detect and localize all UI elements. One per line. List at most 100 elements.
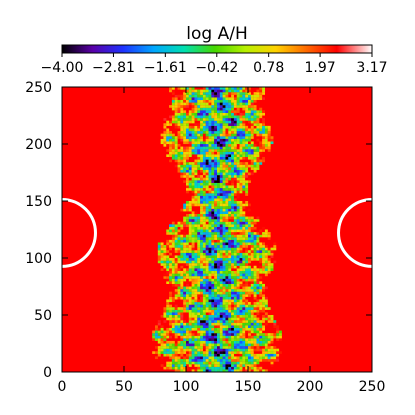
heatmap-cell (200, 309, 203, 313)
heatmap-cell (222, 105, 226, 108)
heatmap-cell (177, 164, 181, 168)
heatmap-cell (188, 247, 192, 251)
heatmap-cell (166, 265, 170, 269)
heatmap-cell (200, 364, 203, 367)
heatmap-cell (166, 309, 170, 313)
heatmap-cell (171, 340, 175, 344)
heatmap-cell (186, 221, 189, 225)
heatmap-cell (245, 294, 249, 297)
heatmap-cell (217, 177, 220, 181)
heatmap-cell (270, 364, 274, 367)
heatmap-cell (205, 289, 209, 292)
heatmap-cell (197, 229, 201, 233)
heatmap-cell (245, 286, 249, 290)
heatmap-cell (169, 320, 172, 323)
heatmap-cell (233, 278, 237, 282)
heatmap-cell (177, 289, 181, 292)
heatmap-cell (267, 258, 271, 261)
heatmap-cell (211, 131, 215, 134)
heatmap-cell (183, 250, 187, 253)
heatmap-cell (239, 92, 243, 95)
heatmap-cell (194, 185, 198, 189)
heatmap-cell (236, 188, 240, 191)
heatmap-cell (228, 120, 232, 124)
heatmap-cell (245, 268, 249, 272)
heatmap-cell (166, 232, 170, 235)
heatmap-cell (239, 340, 243, 344)
heatmap-cell (239, 177, 243, 181)
heatmap-cell (245, 364, 249, 367)
heatmap-cell (169, 273, 172, 277)
heatmap-cell (225, 346, 229, 349)
heatmap-cell (259, 286, 263, 290)
heatmap-cell (239, 216, 243, 220)
heatmap-cell (202, 356, 206, 360)
heatmap-cell (205, 94, 209, 98)
heatmap-cell (166, 281, 170, 284)
heatmap-cell (208, 346, 212, 349)
heatmap-cell (217, 320, 220, 323)
heatmap-cell (177, 136, 181, 139)
heatmap-cell (248, 320, 251, 323)
heatmap-cell (191, 112, 195, 116)
heatmap-cell (163, 125, 167, 129)
heatmap-cell (191, 141, 195, 145)
heatmap-cell (225, 242, 229, 246)
heatmap-cell (262, 110, 265, 113)
heatmap-cell (225, 270, 229, 274)
heatmap-cell (231, 364, 234, 367)
heatmap-cell (191, 250, 195, 253)
heatmap-cell (180, 286, 184, 290)
heatmap-cell (239, 190, 243, 194)
heatmap-cell (217, 198, 220, 202)
heatmap-cell (245, 201, 249, 204)
y-tick-label: 100 (25, 251, 52, 267)
heatmap-cell (276, 359, 280, 362)
heatmap-cell (256, 317, 260, 321)
heatmap-cell (242, 203, 246, 207)
heatmap-cell (228, 224, 232, 227)
heatmap-cell (171, 359, 175, 362)
heatmap-cell (256, 369, 260, 372)
heatmap-cell (259, 92, 263, 95)
heatmap-cell (239, 299, 243, 303)
heatmap-cell (191, 131, 195, 134)
heatmap-cell (208, 289, 212, 292)
heatmap-cell (256, 123, 260, 126)
colorbar-ticks: −4.00 −2.81 −1.61 −0.42 0.78 1.97 3.17 (41, 53, 388, 76)
heatmap-cell (217, 268, 220, 272)
heatmap-cell (264, 338, 268, 341)
heatmap-cell (239, 156, 243, 160)
plot-frame (61, 86, 373, 373)
heatmap-cell (239, 138, 243, 142)
heatmap-cell (208, 136, 212, 139)
heatmap-cell (169, 141, 172, 145)
heatmap-cell (253, 247, 257, 251)
heatmap-cell (248, 118, 251, 121)
heatmap-cell (225, 133, 229, 137)
heatmap-cell (214, 224, 218, 227)
heatmap-cell (239, 353, 243, 357)
heatmap-cell (233, 144, 237, 147)
heatmap-cell (233, 346, 237, 349)
heatmap-cell (208, 94, 212, 98)
heatmap-cell (200, 105, 203, 108)
heatmap-cell (219, 351, 223, 354)
heatmap-cell (186, 268, 189, 272)
heatmap-cell (166, 138, 170, 142)
heatmap-cell (169, 276, 172, 279)
heatmap-cell (205, 252, 209, 256)
heatmap-cell (205, 92, 209, 95)
heatmap-cell (171, 99, 175, 103)
heatmap-cell (256, 283, 260, 287)
heatmap-cell (174, 294, 178, 297)
heatmap-cell (242, 229, 246, 233)
heatmap-cell (214, 128, 218, 132)
heatmap-cell (211, 229, 215, 233)
heatmap-cell (183, 89, 187, 93)
heatmap-cell (214, 353, 218, 357)
heatmap-cell (180, 252, 184, 256)
heatmap-cell (197, 136, 201, 139)
heatmap-cell (180, 346, 184, 349)
heatmap-cell (222, 154, 226, 158)
